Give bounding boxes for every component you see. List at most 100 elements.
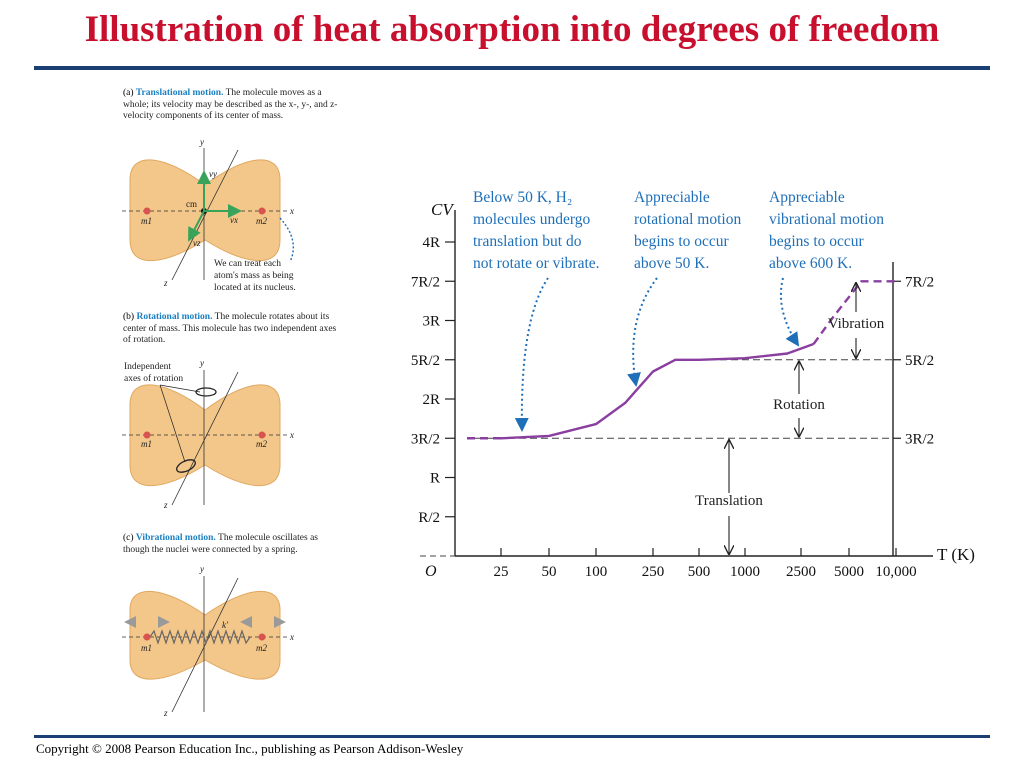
annotation-line: above 50 K. <box>634 255 709 272</box>
z-label-c: z <box>163 708 168 718</box>
panel-c-molecule: k′ y x z m1 m2 <box>122 564 294 718</box>
z-axis-a <box>171 149 239 281</box>
panel-b-caption: (b) Rotational motion. The molecule rota… <box>123 312 338 347</box>
y-tick-label-right: 3R/2 <box>905 431 934 447</box>
y-tick-label: R <box>430 471 440 487</box>
panel-b-molecule: Independent axes of rotation y x z m1 m2 <box>122 358 294 510</box>
axes-label-leader-1 <box>159 384 201 393</box>
axes-label-line-1: Independent <box>124 362 171 372</box>
x-tick-label: 500 <box>688 564 711 580</box>
panel-a-molecule: y x z cm m1 m2 vy vx vz We can treat eac… <box>122 137 296 293</box>
y-tick-label: 4R <box>422 235 440 251</box>
band-markers: Translation Rotation Vibration <box>695 283 885 554</box>
x-tick-label: 5000 <box>834 564 864 580</box>
nucleus-note-line-1: We can treat each <box>214 259 281 269</box>
y-tick-label: 7R/2 <box>411 274 440 290</box>
panel-c-heading: Vibrational motion. <box>135 533 216 543</box>
annotation-arrow <box>779 277 800 347</box>
y-axis-label: CV <box>431 200 455 219</box>
nucleus-note-line-2: atom's mass as being <box>214 271 294 281</box>
annotation-line: begins to occur <box>769 233 865 250</box>
panel-a-tag: (a) <box>123 88 134 98</box>
series-line <box>500 342 815 440</box>
y-tick-label: 5R/2 <box>411 353 440 369</box>
panel-b-tag: (b) <box>123 312 135 322</box>
cm-label: cm <box>186 199 197 209</box>
annotation-line: above 600 K. <box>769 255 852 272</box>
vz-arrow <box>188 210 205 242</box>
y-label-c: y <box>199 564 204 574</box>
m2-label-c: m2 <box>256 643 267 653</box>
annotation-arrow <box>514 277 549 432</box>
atom-m2-b <box>258 431 266 439</box>
atom-m1-b <box>143 431 151 439</box>
y-label-b: y <box>199 358 204 368</box>
heat-capacity-chart: 4R 7R/2 3R 5R/2 2R 3R/2 R R/2 7R/2 5R/2 3R/2 25 50… <box>411 189 975 580</box>
molecule-shape-c <box>129 590 281 680</box>
annotations: Below 50 K, H₂ molecules undergo translati… <box>473 189 884 432</box>
annotation-line: translation but do <box>473 233 582 250</box>
z-label-a: z <box>163 278 168 288</box>
atom-m1-c <box>143 633 151 641</box>
atom-m2-c <box>258 633 266 641</box>
x-tick-label: 1000 <box>730 564 760 580</box>
y-tick-label: 3R/2 <box>411 431 440 447</box>
oscillation-arrows-left-icon <box>124 616 170 628</box>
m2-label-a: m2 <box>256 216 267 226</box>
panel-b-text: The molecule rotates about its center of… <box>123 312 337 345</box>
chart-axes <box>420 210 933 557</box>
reference-lines <box>475 359 893 439</box>
band-label: Translation <box>695 493 763 509</box>
x-label-b: x <box>289 430 294 440</box>
y-tick-label: 3R <box>422 314 440 330</box>
atom-m1-a <box>143 207 151 215</box>
y-label-a: y <box>199 137 204 147</box>
x-label-a: x <box>289 206 294 216</box>
nucleus-note-arrow <box>279 217 294 263</box>
vy-label: vy <box>209 169 217 179</box>
z-axis-c <box>171 577 239 713</box>
vz-label: vz <box>193 238 201 248</box>
rotation-arrow-y-icon <box>195 387 217 397</box>
molecule-shape-b <box>129 384 281 487</box>
panel-a-heading: Translational motion. <box>135 88 224 98</box>
x-axis-label: T (K) <box>937 545 975 564</box>
annotation-arrow <box>627 277 658 387</box>
spring-icon <box>149 629 251 645</box>
z-axis-b <box>171 371 239 506</box>
y-tick-label: 2R <box>422 392 440 408</box>
title-rule <box>34 66 990 70</box>
m1-label-c: m1 <box>141 643 152 653</box>
axes-label-line-2: axes of rotation <box>124 373 183 384</box>
panel-c-text: The molecule oscillates as though the nu… <box>123 533 318 555</box>
annotation-line: Appreciable <box>769 189 845 206</box>
x-tick-label: 50 <box>542 564 557 580</box>
x-tick-label: 2500 <box>786 564 816 580</box>
x-tick-label: 100 <box>585 564 608 580</box>
footer-rule <box>34 735 990 738</box>
series-dashed-end <box>812 280 896 345</box>
x-tick-label: 25 <box>494 564 509 580</box>
x-tick-label: 250 <box>642 564 665 580</box>
band-label: Rotation <box>773 397 825 413</box>
origin-label: O <box>425 563 437 580</box>
m1-label-b: m1 <box>141 439 152 449</box>
atom-m2-a <box>258 207 266 215</box>
x-ticks: 25 50 100 250 500 1000 2500 5000 10,000 <box>494 548 917 580</box>
y-tick-label-right: 7R/2 <box>905 274 934 290</box>
x-label-c: x <box>289 632 294 642</box>
annotation-line: Below 50 K, H₂ <box>473 189 572 206</box>
oscillation-arrows-right-icon <box>240 616 286 628</box>
annotation-line: molecules undergo <box>473 211 590 228</box>
y-ticks-right: 7R/2 5R/2 3R/2 <box>893 274 934 447</box>
panel-b-heading: Rotational motion. <box>136 312 213 322</box>
y-tick-label-right: 5R/2 <box>905 353 934 369</box>
panel-a-caption: (a) Translational motion. The molecule m… <box>123 88 338 123</box>
spring-constant-label: k′ <box>222 620 229 630</box>
m1-label-a: m1 <box>141 216 152 226</box>
annotation-line: rotational motion <box>634 211 741 228</box>
axes-label-leader-2 <box>159 384 186 463</box>
series-group <box>437 280 897 440</box>
vx-label: vx <box>230 215 238 225</box>
